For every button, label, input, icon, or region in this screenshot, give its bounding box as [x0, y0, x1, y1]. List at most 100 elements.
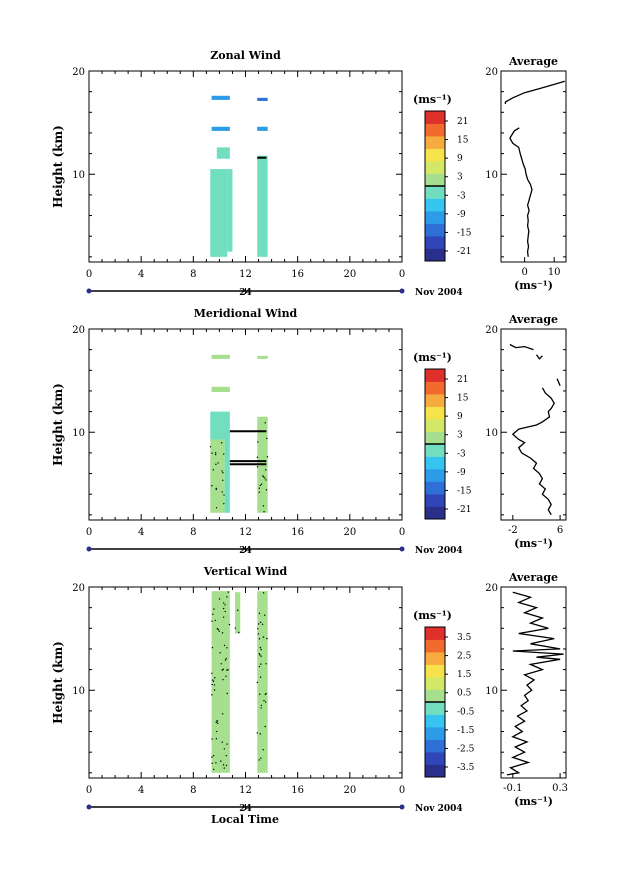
- data-speckle: [219, 652, 221, 654]
- data-speckle: [258, 653, 261, 655]
- profile-x-tick-label: 0: [521, 267, 527, 278]
- date-month-label: Nov 2004: [415, 288, 463, 298]
- data-speckle: [211, 672, 213, 674]
- data-speckle: [223, 767, 225, 769]
- data-speckle: [221, 632, 224, 634]
- colorbar-swatch: [425, 506, 445, 520]
- panel-meridional-wind: Meridional Wind Height (km) 10 20 0 4 8 12 16 20 0…: [51, 307, 567, 556]
- data-block: [257, 97, 268, 101]
- colorbar-unit-label: (ms⁻¹): [413, 93, 452, 106]
- x-tick-label: 12: [239, 269, 252, 280]
- data-speckle: [264, 725, 266, 728]
- colorbar-swatch: [425, 419, 445, 432]
- data-block: [257, 155, 268, 257]
- data-speckle: [262, 592, 265, 594]
- profile-series-line: [509, 127, 533, 257]
- chart-title: Meridional Wind: [194, 307, 298, 320]
- y-tick-label: 20: [72, 583, 85, 594]
- data-speckle: [266, 456, 269, 458]
- profile-series-line: [556, 378, 561, 387]
- data-speckle: [265, 663, 267, 665]
- profile-title: Average: [508, 55, 558, 68]
- date-bar-start-marker: [86, 546, 92, 552]
- data-speckle: [258, 665, 261, 668]
- colorbar-tick-label: 3.5: [457, 633, 472, 643]
- colorbar-unit-label: (ms⁻¹): [413, 609, 452, 622]
- colorbar-swatch: [425, 714, 445, 728]
- x-tick-label: 20: [343, 785, 356, 796]
- colorbar-swatch: [425, 702, 445, 715]
- data-speckle: [217, 628, 219, 631]
- data-speckle: [211, 646, 214, 649]
- data-speckle: [211, 762, 213, 764]
- data-speckle: [225, 657, 227, 660]
- data-speckle: [211, 683, 213, 686]
- colorbar-tick-label: -15: [457, 228, 472, 238]
- profile-y-tick-label: 20: [485, 583, 498, 594]
- data-speckle: [223, 502, 225, 505]
- data-speckle: [221, 442, 223, 444]
- data-speckle: [256, 681, 259, 684]
- panel-vertical-wind: Vertical Wind Height (km) 10 20 0 4 8 12 16 20 0 24…: [51, 565, 568, 814]
- y-tick-label: 20: [72, 325, 85, 336]
- colorbar-tick-label: 2.5: [457, 652, 472, 662]
- colorbar-tick-label: -0.5: [457, 707, 475, 717]
- data-speckle: [223, 644, 226, 647]
- date-bar-end-marker: [399, 546, 405, 552]
- colorbar-swatch: [425, 186, 445, 199]
- date-bar-end-marker: [399, 804, 405, 810]
- data-speckle: [262, 505, 265, 507]
- chart-title: Vertical Wind: [203, 565, 288, 578]
- profile-series-line: [506, 591, 564, 776]
- colorbar-swatch: [425, 369, 445, 382]
- data-speckle: [265, 469, 267, 471]
- profile-y-tick-label: 10: [485, 170, 498, 181]
- data-speckle: [226, 692, 228, 695]
- profile-series-line: [535, 354, 543, 360]
- data-speckle: [212, 469, 215, 471]
- data-speckle: [264, 477, 266, 479]
- panel-zonal-wind: Zonal Wind Height (km) 10 20 0 4 8 12 16 20 0 24 Nov…: [51, 49, 567, 298]
- x-tick-label: 0: [399, 527, 405, 538]
- data-speckle: [216, 720, 218, 722]
- data-speckle: [226, 596, 228, 598]
- data-block: [257, 591, 268, 773]
- data-speckle: [262, 748, 264, 751]
- data-speckle: [209, 446, 212, 448]
- colorbar-swatch: [425, 431, 445, 445]
- profile-x-axis-label: (ms⁻¹): [514, 279, 553, 292]
- x-tick-label: 20: [343, 269, 356, 280]
- x-tick-label: 8: [190, 527, 196, 538]
- data-speckle: [221, 470, 223, 472]
- data-speckle: [222, 472, 224, 474]
- data-block: [210, 439, 225, 513]
- data-speckle: [258, 612, 261, 615]
- colorbar-swatch: [425, 211, 445, 224]
- data-block: [211, 591, 230, 773]
- data-speckle: [260, 757, 262, 759]
- y-axis-label: Height (km): [51, 383, 65, 466]
- data-speckle: [227, 591, 229, 593]
- data-block: [227, 169, 233, 252]
- data-speckle: [213, 684, 216, 686]
- profile-frame: [500, 70, 567, 263]
- data-speckle: [257, 441, 259, 443]
- colorbar-swatch: [425, 727, 445, 740]
- data-speckle: [215, 488, 217, 491]
- data-speckle: [224, 610, 226, 613]
- data-speckle: [238, 631, 240, 634]
- colorbar-tick-label: -2.5: [457, 744, 475, 754]
- colorbar-tick-label: 3: [457, 173, 463, 183]
- colorbar-tick-label: 15: [457, 394, 469, 404]
- data-speckle: [261, 623, 264, 626]
- date-month-label: Nov 2004: [415, 546, 463, 556]
- data-speckle: [215, 721, 217, 724]
- data-speckle: [222, 616, 225, 618]
- x-tick-label: 0: [399, 785, 405, 796]
- data-speckle: [216, 730, 218, 733]
- plot-frame: [88, 70, 403, 263]
- data-speckle: [217, 462, 219, 464]
- x-tick-label: 0: [399, 269, 405, 280]
- data-speckle: [216, 722, 219, 725]
